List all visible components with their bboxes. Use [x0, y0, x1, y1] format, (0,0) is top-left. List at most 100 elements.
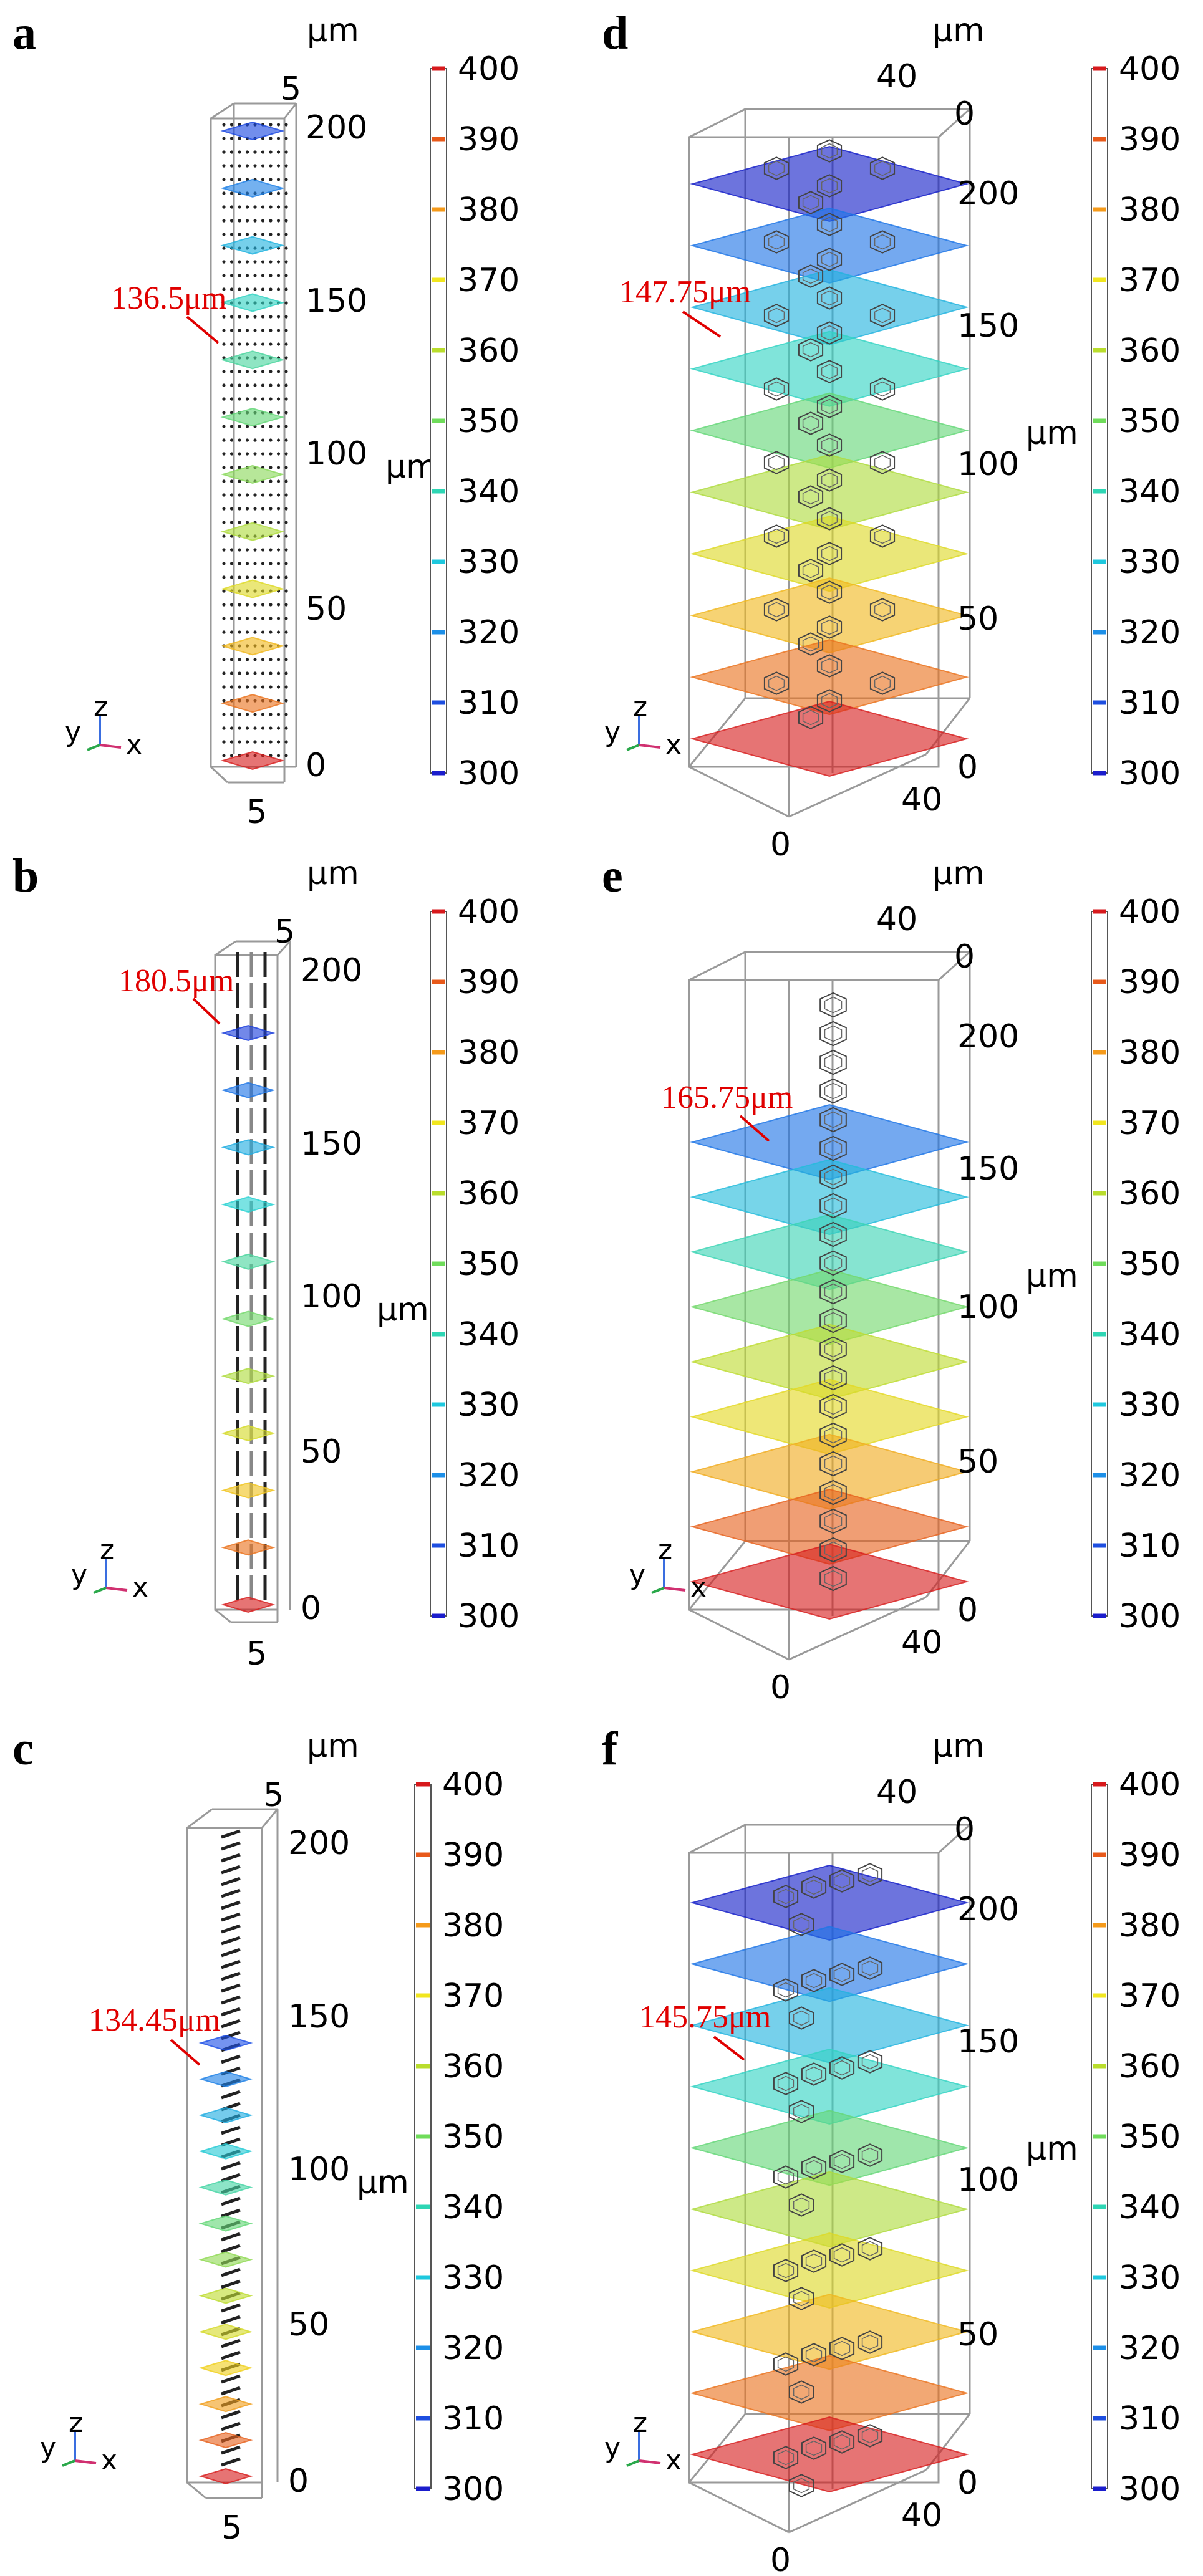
- hex-cell-inner: [802, 489, 819, 505]
- fiber-dot: [261, 548, 265, 552]
- x-arrow: [639, 2459, 661, 2464]
- temperature-plane: [220, 637, 285, 656]
- z-tick-200: 200: [301, 952, 362, 989]
- hex-cell: [829, 2056, 855, 2080]
- fiber-dot: [222, 123, 226, 127]
- panel-c: c μm μm 0 50 100 150 200 5 5 134.45μm: [12, 1723, 504, 2547]
- hex-cell: [829, 2337, 855, 2360]
- x-axis-letter: x: [132, 1572, 148, 1603]
- z-axis-letter: z: [633, 691, 647, 723]
- hex-cell-inner: [833, 2340, 851, 2357]
- fiber-dot: [245, 562, 249, 565]
- fiber-dot: [238, 658, 241, 661]
- colorbar-tick-label: 320: [1119, 1457, 1181, 1494]
- z-tick-0: 0: [957, 1592, 978, 1629]
- fiber-dot: [222, 466, 226, 469]
- fiber-dot: [253, 164, 257, 168]
- axis-triad: z y x: [40, 2407, 117, 2476]
- hex-cell-inner: [824, 1340, 843, 1358]
- fiber-dot: [253, 562, 257, 565]
- fiber-dot: [253, 493, 257, 497]
- z-tick-0: 0: [301, 1590, 321, 1627]
- fiber-dot: [229, 438, 234, 442]
- fiber-dot: [261, 658, 265, 661]
- hex-cell: [819, 1393, 847, 1420]
- hex-cell-inner: [821, 693, 838, 709]
- fiber-dot: [269, 685, 273, 689]
- z-tick-0: 0: [306, 747, 326, 784]
- fiber-dot: [276, 233, 281, 236]
- annotation-text: 147.75μm: [619, 274, 751, 310]
- colorbar-tick-label: 400: [442, 1766, 504, 1804]
- fiber-dot: [229, 123, 234, 127]
- hex-cell-inner: [768, 528, 785, 544]
- hex-cell-inner: [824, 1426, 843, 1444]
- temperature-plane: [690, 2416, 969, 2493]
- hex-cell-inner: [874, 454, 891, 471]
- colorbar-tick-label: 350: [442, 2118, 504, 2156]
- fiber-dot: [261, 521, 265, 524]
- fiber-dot: [284, 329, 288, 332]
- height-annotation: 180.5μm: [118, 963, 234, 1025]
- fiber-dot: [269, 315, 273, 319]
- colorbar-tick-label: 370: [442, 1978, 504, 2015]
- hex-cell: [816, 433, 843, 457]
- fiber-dot: [222, 630, 226, 634]
- temperature-plane: [690, 2171, 969, 2247]
- colorbar-tick-label: 360: [442, 2048, 504, 2085]
- fiber-dot: [253, 507, 257, 511]
- hex-cell: [857, 2424, 883, 2448]
- temperature-planes: [220, 121, 285, 771]
- fiber-rung: [221, 2244, 241, 2254]
- fiber-dot: [261, 260, 265, 264]
- hex-cell: [801, 2062, 827, 2086]
- fiber-dot: [222, 521, 226, 524]
- fiber-dot: [276, 671, 281, 675]
- z-axis-ticks: 0 50 100 150 200 5 5: [221, 1777, 350, 2547]
- fiber-dot: [238, 562, 241, 565]
- fiber-dot: [238, 617, 241, 620]
- fiber-dot: [222, 754, 226, 757]
- hex-cell-inner: [824, 1570, 843, 1587]
- temperature-planes: [198, 2034, 253, 2485]
- fiber-dot: [276, 383, 281, 387]
- fiber-dot: [276, 479, 281, 483]
- hex-cell-inner: [802, 562, 819, 579]
- fiber-dot: [253, 617, 257, 620]
- fiber-dot: [238, 630, 241, 634]
- y-axis-letter: y: [604, 2432, 621, 2464]
- hex-cell: [816, 321, 843, 345]
- fiber-dot: [253, 150, 257, 154]
- temperature-plane: [690, 1926, 969, 2002]
- hex-cell-inner: [861, 1867, 879, 1883]
- fiber-dot: [284, 466, 288, 469]
- fiber-dot: [284, 370, 288, 373]
- x-axis-letter: x: [665, 729, 682, 761]
- top-tick: 5: [263, 1777, 284, 1814]
- colorbar-tick-label: 390: [1119, 121, 1181, 158]
- colorbar-tick-label: 310: [1119, 2400, 1181, 2438]
- panel-d: d μm μm 0 50 100 150 200 40 0: [602, 7, 1181, 863]
- y-axis-letter: y: [65, 716, 81, 748]
- hex-cell: [763, 598, 790, 622]
- unit-label-top: μm: [307, 12, 359, 49]
- fiber-dot: [269, 740, 273, 744]
- fiber-dot: [222, 617, 226, 620]
- fiber-dot: [222, 137, 226, 140]
- fiber-dot: [245, 713, 249, 716]
- colorbar-tick-label: 400: [1119, 1766, 1181, 1804]
- hex-cell-inner: [793, 2103, 810, 2120]
- fiber-dot: [229, 671, 234, 675]
- fiber-rung: [221, 2125, 241, 2135]
- hex-cell-inner: [874, 381, 891, 397]
- hex-cell: [819, 1193, 847, 1219]
- fiber-dot: [284, 425, 288, 428]
- colorbar-tick-label: 380: [1119, 1907, 1181, 1944]
- fiber-dot: [229, 397, 234, 401]
- fiber-dot: [229, 315, 234, 319]
- colorbar-tick-label: 400: [1119, 50, 1181, 88]
- hex-cell: [816, 139, 843, 163]
- hex-cell-inner: [874, 160, 891, 176]
- fiber-dot: [276, 150, 281, 154]
- hex-cell: [819, 1451, 847, 1477]
